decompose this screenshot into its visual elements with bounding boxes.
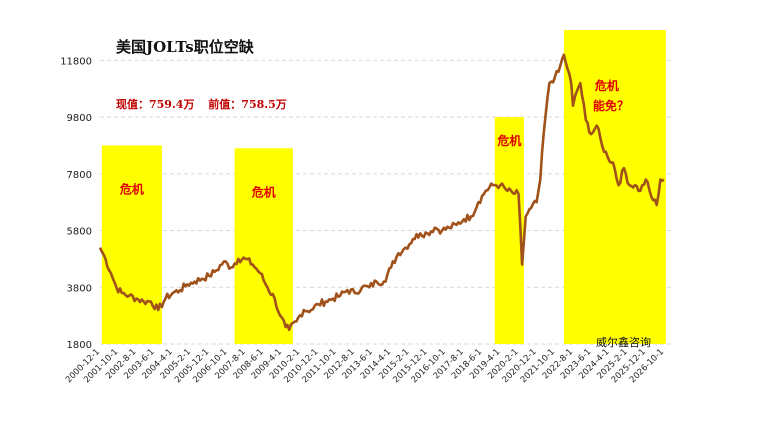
previous-value-label: 前值：758.5万 bbox=[208, 98, 287, 111]
crisis-band-label: 危机 bbox=[251, 184, 276, 199]
crisis-band-0 bbox=[101, 145, 162, 344]
crisis-band-3 bbox=[563, 30, 666, 344]
crisis-band-label: 危机 bbox=[496, 133, 521, 148]
y-tick-label: 9800 bbox=[67, 113, 92, 124]
chart-title: 美国JOLTs职位空缺 bbox=[116, 38, 254, 56]
y-tick-label: 5800 bbox=[67, 227, 92, 238]
line-layer bbox=[98, 53, 665, 332]
band-layer bbox=[101, 30, 666, 344]
y-tick-label: 1800 bbox=[67, 340, 92, 351]
crisis-band-question-label: 能免？ bbox=[593, 98, 629, 113]
jolts-series-line bbox=[98, 53, 665, 332]
source-label: 威尔鑫咨询 bbox=[596, 336, 651, 349]
crisis-band-1 bbox=[234, 148, 293, 344]
current-values: 现值：759.4万 前值：758.5万 bbox=[116, 96, 297, 112]
y-tick-label: 11800 bbox=[60, 56, 92, 67]
y-axis-ticks: 1800 3800 5800 7800 9800 11800 bbox=[60, 56, 92, 351]
current-value-label: 现值：759.4万 bbox=[116, 98, 195, 111]
crisis-band-label: 危机 bbox=[594, 78, 619, 93]
x-axis-ticks: 2000-12-12001-10-12002-8-12003-6-12004-4… bbox=[64, 347, 666, 385]
y-tick-label: 7800 bbox=[67, 170, 92, 181]
y-tick-label: 3800 bbox=[67, 283, 92, 294]
crisis-band-label: 危机 bbox=[119, 181, 144, 196]
crisis-band-2 bbox=[494, 117, 524, 344]
